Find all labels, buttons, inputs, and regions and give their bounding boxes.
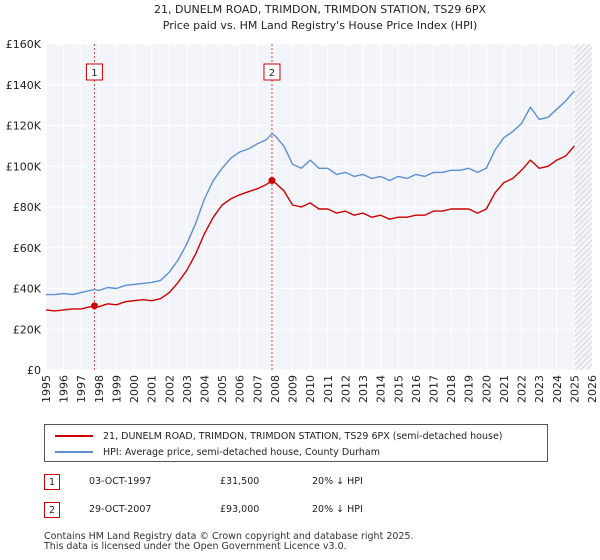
price-chart: 21, DUNELM ROAD, TRIMDON, TRIMDON STATIO…: [6, 3, 599, 403]
x-tick-label: 2010: [304, 375, 317, 403]
sale-label-number: 2: [269, 68, 275, 79]
y-tick-label: £40K: [13, 283, 42, 296]
x-tick-label: 2008: [269, 375, 282, 403]
x-tick-label: 2022: [516, 375, 529, 403]
x-tick-label: 1998: [93, 375, 106, 403]
x-tick-label: 2016: [410, 375, 423, 403]
sale-number-badge: 1: [44, 474, 60, 490]
sale-label-box: [85, 63, 103, 81]
x-tick-label: 2006: [234, 375, 247, 403]
legend-item-property: 21, DUNELM ROAD, TRIMDON, TRIMDON STATIO…: [55, 428, 503, 444]
sale-point: [90, 302, 98, 310]
sale-price: £93,000: [220, 504, 260, 515]
x-tick-label: 2017: [427, 375, 440, 403]
x-tick-label: 2021: [498, 375, 511, 403]
x-tick-label: 2023: [533, 375, 546, 403]
y-tick-label: £0: [27, 364, 41, 377]
x-tick-label: 2013: [357, 375, 370, 403]
x-tick-label: 2000: [128, 375, 141, 403]
legend-label-hpi: HPI: Average price, semi-detached house,…: [103, 446, 380, 458]
x-tick-label: 2005: [216, 375, 229, 403]
sale-date: 03-OCT-1997: [89, 476, 152, 487]
y-tick-label: £80K: [13, 201, 42, 214]
x-tick-label: 1997: [75, 375, 88, 403]
sale-hpi-diff: 20% ↓ HPI: [312, 476, 363, 487]
y-tick-label: £100K: [6, 160, 42, 173]
y-tick-label: £120K: [6, 120, 42, 133]
x-tick-label: 2009: [287, 375, 300, 403]
legend: 21, DUNELM ROAD, TRIMDON, TRIMDON STATIO…: [44, 424, 548, 462]
chart-subtitle: Price paid vs. HM Land Registry's House …: [163, 19, 478, 32]
x-tick-label: 2004: [199, 375, 212, 403]
legend-swatch-hpi: [55, 451, 93, 453]
x-tick-label: 2007: [251, 375, 264, 403]
x-tick-label: 2018: [445, 375, 458, 403]
y-tick-label: £140K: [6, 79, 42, 92]
footer-licence: This data is licensed under the Open Gov…: [44, 541, 347, 552]
chart-title: 21, DUNELM ROAD, TRIMDON, TRIMDON STATIO…: [154, 3, 486, 16]
x-tick-label: 2003: [181, 375, 194, 403]
y-tick-label: £20K: [13, 323, 42, 336]
footer-copyright: Contains HM Land Registry data © Crown c…: [44, 531, 414, 542]
sale-point: [268, 177, 276, 185]
x-tick-label: 2025: [568, 375, 581, 403]
sale-price: £31,500: [220, 476, 260, 487]
x-tick-label: 2015: [392, 375, 405, 403]
sale-row: 2 29-OCT-2007 £93,000 20% ↓ HPI: [44, 500, 564, 522]
x-tick-label: 2014: [375, 375, 388, 403]
sale-row: 1 03-OCT-1997 £31,500 20% ↓ HPI: [44, 472, 564, 494]
x-tick-label: 2011: [322, 375, 335, 403]
x-tick-label: 2020: [480, 375, 493, 403]
sale-label-box: [263, 63, 281, 81]
legend-item-hpi: HPI: Average price, semi-detached house,…: [55, 444, 380, 460]
series-line-property: [45, 145, 575, 312]
sales-table: 1 03-OCT-1997 £31,500 20% ↓ HPI 2 29-OCT…: [44, 472, 564, 528]
x-tick-label: 1995: [40, 375, 53, 403]
legend-swatch-property: [55, 435, 93, 437]
x-tick-label: 2001: [146, 375, 159, 403]
legend-label-property: 21, DUNELM ROAD, TRIMDON, TRIMDON STATIO…: [103, 430, 503, 442]
x-tick-label: 2026: [586, 375, 599, 403]
x-tick-label: 2012: [339, 375, 352, 403]
x-tick-label: 2019: [463, 375, 476, 403]
sale-number-badge: 2: [44, 502, 60, 518]
future-hatch: [574, 44, 592, 370]
sale-hpi-diff: 20% ↓ HPI: [312, 504, 363, 515]
x-tick-label: 2024: [551, 375, 564, 403]
y-tick-label: £160K: [6, 38, 42, 51]
x-tick-label: 1996: [58, 375, 71, 403]
footer: Contains HM Land Registry data © Crown c…: [44, 532, 414, 552]
y-tick-label: £60K: [13, 242, 42, 255]
x-tick-label: 2002: [163, 375, 176, 403]
x-tick-label: 1999: [110, 375, 123, 403]
sale-date: 29-OCT-2007: [89, 504, 152, 515]
series-line-hpi: [46, 90, 575, 296]
sale-label-number: 1: [91, 68, 97, 79]
